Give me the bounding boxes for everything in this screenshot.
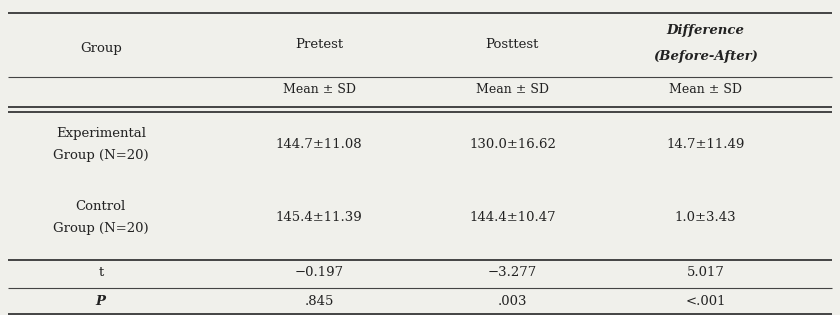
- Text: Control: Control: [76, 200, 126, 213]
- Text: Posttest: Posttest: [486, 38, 539, 51]
- Text: 14.7±11.49: 14.7±11.49: [666, 138, 745, 152]
- Text: 145.4±11.39: 145.4±11.39: [276, 211, 363, 224]
- Text: Experimental: Experimental: [55, 127, 146, 140]
- Text: 5.017: 5.017: [686, 266, 725, 279]
- Text: Mean ± SD: Mean ± SD: [669, 83, 742, 96]
- Text: 144.7±11.08: 144.7±11.08: [276, 138, 363, 152]
- Text: <.001: <.001: [685, 295, 726, 308]
- Text: Mean ± SD: Mean ± SD: [283, 83, 355, 96]
- Text: Difference: Difference: [667, 24, 744, 37]
- Text: −3.277: −3.277: [488, 266, 537, 279]
- Text: Group: Group: [80, 42, 122, 55]
- Text: Group (N=20): Group (N=20): [53, 222, 149, 235]
- Text: .003: .003: [497, 295, 528, 308]
- Text: Group (N=20): Group (N=20): [53, 149, 149, 163]
- Text: Mean ± SD: Mean ± SD: [476, 83, 549, 96]
- Text: Pretest: Pretest: [295, 38, 344, 51]
- Text: 144.4±10.47: 144.4±10.47: [469, 211, 556, 224]
- Text: P: P: [96, 295, 106, 308]
- Text: t: t: [98, 266, 103, 279]
- Text: .845: .845: [305, 295, 333, 308]
- Text: 1.0±3.43: 1.0±3.43: [675, 211, 737, 224]
- Text: 130.0±16.62: 130.0±16.62: [469, 138, 556, 152]
- Text: (Before-After): (Before-After): [654, 50, 758, 63]
- Text: −0.197: −0.197: [295, 266, 344, 279]
